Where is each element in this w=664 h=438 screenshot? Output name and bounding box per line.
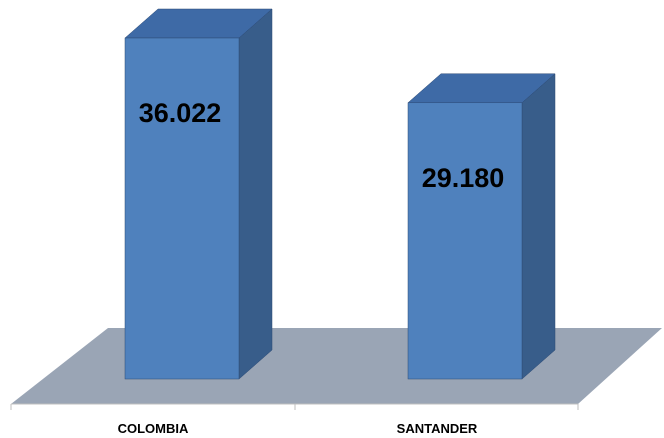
category-label: COLOMBIA (118, 421, 189, 436)
bar-front (407, 102, 523, 380)
data-label: 36.022 (139, 98, 222, 128)
bar-colombia (124, 8, 273, 380)
category-label: SANTANDER (397, 421, 478, 436)
bar-santander (407, 73, 556, 380)
bar-side (238, 8, 273, 380)
data-label: 29.180 (422, 163, 505, 193)
chart-floor (11, 328, 662, 404)
bar-side (521, 73, 556, 380)
bar-front (124, 37, 240, 380)
